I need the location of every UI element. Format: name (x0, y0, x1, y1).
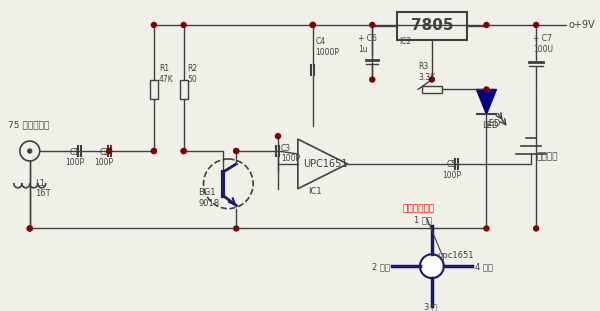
Text: IC1: IC1 (308, 187, 322, 196)
Circle shape (181, 22, 186, 27)
Bar (422, 86, 442, 93)
Circle shape (151, 149, 157, 154)
Text: R2
50: R2 50 (188, 64, 198, 84)
Circle shape (310, 22, 315, 27)
Circle shape (533, 22, 539, 27)
Text: 2 输入: 2 输入 (372, 262, 390, 271)
Circle shape (28, 226, 32, 231)
Circle shape (533, 226, 539, 231)
Text: C5
100P: C5 100P (442, 160, 461, 180)
Text: 型号有字符面: 型号有字符面 (402, 205, 434, 214)
Text: C4
1000P: C4 1000P (316, 37, 340, 57)
Text: 7805: 7805 (410, 18, 453, 34)
Circle shape (430, 77, 434, 82)
Circle shape (107, 149, 112, 154)
Bar (397, 12, 467, 40)
Circle shape (181, 149, 186, 154)
Circle shape (203, 159, 253, 209)
Text: C3
100P: C3 100P (281, 144, 300, 163)
Text: UPC1651: UPC1651 (303, 159, 347, 169)
Circle shape (234, 149, 239, 154)
Text: + C6
1u: + C6 1u (358, 34, 377, 54)
Bar (150, 80, 158, 100)
Text: R3
3.3K: R3 3.3K (418, 62, 435, 81)
Text: C1
100P: C1 100P (65, 147, 84, 167)
Text: o+9V: o+9V (569, 20, 595, 30)
Circle shape (234, 226, 239, 231)
Circle shape (484, 22, 489, 27)
Text: 4 输出: 4 输出 (475, 262, 493, 271)
Text: upc1651: upc1651 (437, 251, 473, 260)
Circle shape (484, 87, 489, 92)
Circle shape (484, 226, 489, 231)
Circle shape (234, 149, 239, 154)
Circle shape (275, 134, 280, 139)
Polygon shape (298, 139, 347, 189)
Text: + C7
100U: + C7 100U (533, 34, 553, 54)
Polygon shape (476, 90, 496, 114)
Circle shape (151, 22, 157, 27)
Text: LED: LED (484, 119, 501, 128)
Bar (179, 80, 188, 100)
Circle shape (20, 141, 40, 161)
Text: C2
100P: C2 100P (95, 147, 114, 167)
Circle shape (310, 22, 315, 27)
Circle shape (28, 226, 32, 231)
Text: L1: L1 (35, 179, 44, 188)
Text: LED: LED (482, 121, 499, 130)
Circle shape (370, 22, 375, 27)
Text: BG1
9018: BG1 9018 (199, 188, 220, 208)
Text: 发射天线: 发射天线 (536, 152, 557, 161)
Text: 3 地: 3 地 (424, 302, 437, 311)
Circle shape (151, 149, 157, 154)
Text: 75 欧姆电缆线: 75 欧姆电缆线 (8, 120, 49, 129)
Text: 16T: 16T (35, 189, 50, 198)
Circle shape (420, 254, 444, 278)
Text: 1 电源: 1 电源 (414, 216, 432, 225)
Text: IC2: IC2 (399, 37, 412, 46)
Circle shape (370, 77, 375, 82)
Circle shape (28, 149, 32, 153)
Text: R1
47K: R1 47K (159, 64, 173, 84)
Circle shape (181, 149, 186, 154)
